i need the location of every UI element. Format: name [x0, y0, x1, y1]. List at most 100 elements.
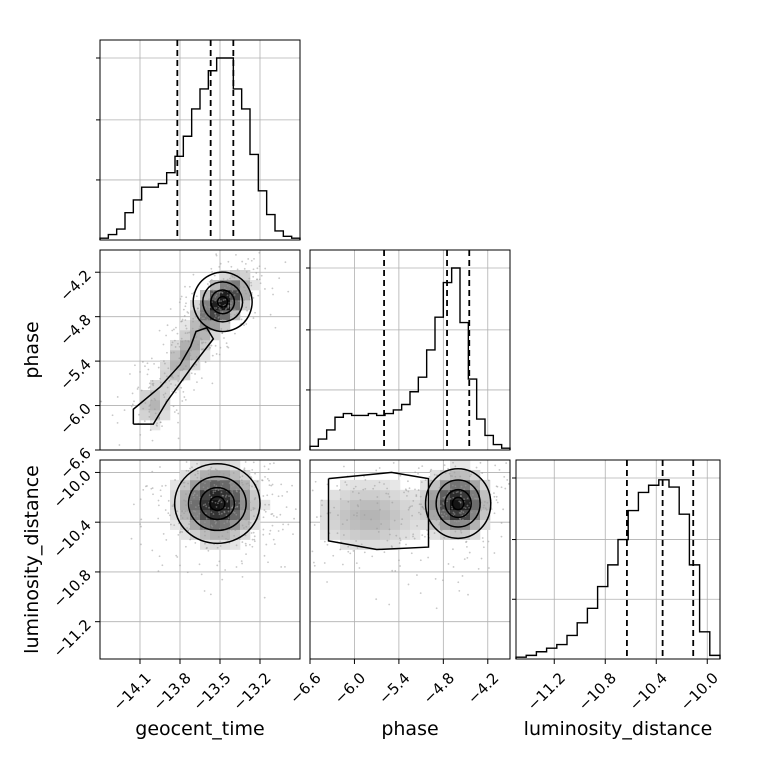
scatter-point-geocent_time-phase: [197, 343, 200, 346]
scatter-point-geocent_time-luminosity_distance: [196, 470, 199, 473]
scatter-point-geocent_time-phase: [146, 373, 149, 376]
scatter-point-phase-luminosity_distance: [375, 469, 378, 472]
scatter-point-geocent_time-luminosity_distance: [230, 485, 233, 488]
scatter-point-phase-luminosity_distance: [476, 511, 479, 514]
density-cell-phase-luminosity_distance: [400, 499, 411, 511]
scatter-point-geocent_time-luminosity_distance: [152, 493, 154, 496]
density-cell-phase-luminosity_distance: [470, 509, 481, 520]
scatter-point-geocent_time-phase: [259, 282, 262, 285]
scatter-point-geocent_time-phase: [211, 382, 214, 385]
scatter-point-geocent_time-phase: [233, 294, 236, 296]
scatter-point-geocent_time-phase: [243, 286, 245, 289]
density-cell-geocent_time-phase: [180, 360, 191, 371]
scatter-point-geocent_time-luminosity_distance: [253, 515, 255, 518]
scatter-point-geocent_time-luminosity_distance: [245, 525, 248, 528]
density-cell-phase-luminosity_distance: [350, 489, 361, 501]
scatter-point-phase-luminosity_distance: [408, 487, 411, 490]
density-cell-phase-luminosity_distance: [480, 489, 491, 501]
scatter-point-phase-luminosity_distance: [416, 574, 418, 576]
scatter-point-geocent_time-phase: [169, 308, 172, 310]
scatter-point-geocent_time-luminosity_distance: [253, 498, 256, 501]
scatter-point-geocent_time-phase: [162, 360, 165, 363]
marks-layer: [99, 40, 721, 659]
density-cell-geocent_time-phase: [220, 270, 231, 281]
scatter-point-phase-luminosity_distance: [430, 479, 432, 482]
scatter-point-geocent_time-luminosity_distance: [205, 505, 208, 508]
scatter-point-geocent_time-luminosity_distance: [184, 510, 187, 513]
scatter-point-geocent_time-phase: [248, 277, 251, 280]
scatter-point-geocent_time-luminosity_distance: [208, 494, 211, 497]
scatter-point-phase-luminosity_distance: [376, 502, 379, 505]
scatter-point-geocent_time-luminosity_distance: [205, 547, 208, 550]
scatter-point-geocent_time-luminosity_distance: [220, 501, 223, 504]
scatter-point-geocent_time-luminosity_distance: [205, 512, 207, 515]
scatter-point-geocent_time-phase: [149, 404, 151, 406]
density-cell-geocent_time-luminosity_distance: [240, 519, 251, 530]
density-cell-geocent_time-luminosity_distance: [250, 499, 261, 511]
scatter-point-geocent_time-luminosity_distance: [198, 563, 201, 566]
scatter-point-phase-luminosity_distance: [375, 598, 378, 601]
scatter-point-geocent_time-luminosity_distance: [214, 522, 217, 525]
scatter-point-phase-luminosity_distance: [383, 483, 385, 485]
scatter-point-phase-luminosity_distance: [408, 506, 411, 509]
contour-geocent_time-luminosity_distance-0-3: [209, 495, 226, 512]
scatter-point-geocent_time-phase: [228, 296, 231, 298]
scatter-point-geocent_time-luminosity_distance: [231, 490, 233, 492]
scatter-point-geocent_time-luminosity_distance: [269, 529, 272, 532]
scatter-point-phase-luminosity_distance: [483, 504, 485, 507]
scatter-point-geocent_time-phase: [218, 353, 221, 356]
scatter-point-geocent_time-luminosity_distance: [263, 465, 266, 468]
scatter-point-geocent_time-luminosity_distance: [281, 528, 284, 531]
scatter-point-phase-luminosity_distance: [458, 520, 460, 523]
scatter-point-geocent_time-phase: [226, 278, 229, 281]
scatter-point-geocent_time-phase: [200, 338, 203, 341]
scatter-point-phase-luminosity_distance: [494, 464, 497, 467]
density-cell-phase-luminosity_distance: [320, 509, 331, 520]
scatter-point-geocent_time-phase: [271, 287, 274, 290]
scatter-point-geocent_time-luminosity_distance: [196, 494, 199, 497]
scatter-point-geocent_time-luminosity_distance: [183, 512, 185, 515]
scatter-point-geocent_time-luminosity_distance: [230, 528, 233, 531]
scatter-point-geocent_time-phase: [227, 260, 230, 263]
scatter-point-geocent_time-luminosity_distance: [209, 480, 212, 482]
scatter-point-geocent_time-phase: [129, 373, 131, 375]
density-cell-geocent_time-phase: [210, 300, 221, 311]
scatter-point-geocent_time-phase: [180, 320, 182, 323]
scatter-point-geocent_time-luminosity_distance: [146, 485, 148, 487]
scatter-point-geocent_time-phase: [183, 396, 186, 398]
scatter-point-geocent_time-phase: [230, 265, 233, 268]
scatter-point-geocent_time-phase: [229, 280, 232, 283]
scatter-point-geocent_time-phase: [172, 376, 174, 379]
scatter-point-phase-luminosity_distance: [386, 539, 389, 542]
scatter-point-phase-luminosity_distance: [313, 524, 316, 526]
scatter-point-geocent_time-phase: [116, 422, 119, 424]
density-cell-geocent_time-luminosity_distance: [250, 489, 261, 501]
scatter-point-geocent_time-luminosity_distance: [244, 542, 247, 545]
scatter-point-geocent_time-phase: [180, 295, 183, 298]
scatter-point-geocent_time-luminosity_distance: [196, 515, 199, 518]
scatter-point-geocent_time-luminosity_distance: [235, 513, 238, 516]
scatter-point-geocent_time-phase: [186, 332, 189, 334]
scatter-point-phase-luminosity_distance: [465, 540, 468, 543]
scatter-point-geocent_time-phase: [243, 299, 245, 302]
scatter-point-geocent_time-phase: [175, 409, 178, 411]
scatter-point-geocent_time-luminosity_distance: [275, 516, 278, 519]
density-cell-geocent_time-phase: [190, 320, 201, 331]
scatter-point-geocent_time-luminosity_distance: [226, 531, 229, 534]
scatter-point-phase-luminosity_distance: [479, 479, 482, 481]
scatter-point-geocent_time-luminosity_distance: [193, 510, 195, 512]
scatter-point-geocent_time-phase: [226, 284, 229, 287]
scatter-point-phase-luminosity_distance: [420, 481, 423, 484]
scatter-point-geocent_time-luminosity_distance: [176, 510, 179, 513]
scatter-point-geocent_time-phase: [250, 284, 253, 287]
scatter-point-phase-luminosity_distance: [315, 516, 318, 518]
density-cell-phase-luminosity_distance: [440, 519, 451, 530]
scatter-point-geocent_time-luminosity_distance: [181, 517, 184, 519]
scatter-point-geocent_time-luminosity_distance: [272, 462, 275, 465]
panel-frame-phase: [309, 249, 511, 451]
scatter-point-geocent_time-luminosity_distance: [217, 535, 220, 538]
scatter-point-geocent_time-phase: [176, 332, 179, 335]
scatter-point-geocent_time-luminosity_distance: [218, 513, 221, 515]
panel-frame-phase-luminosity_distance: [309, 459, 511, 660]
scatter-point-geocent_time-luminosity_distance: [226, 519, 229, 522]
